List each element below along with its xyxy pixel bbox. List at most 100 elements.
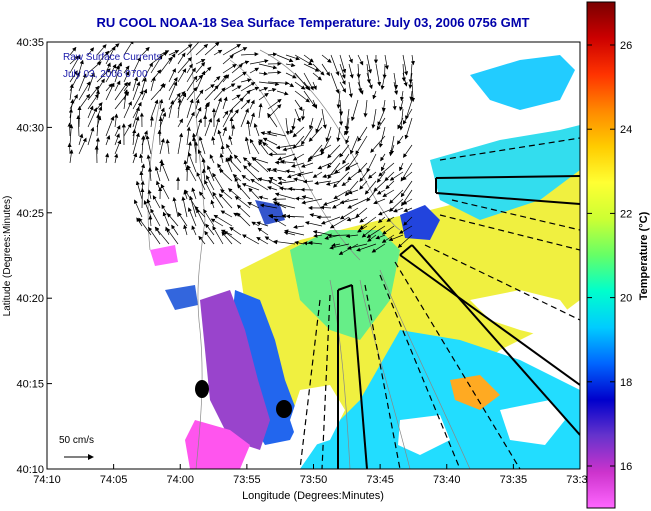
current-vector-arrow xyxy=(236,204,251,218)
current-vector-arrow xyxy=(177,132,184,155)
current-vector-arrow xyxy=(191,187,197,200)
current-vector-arrow xyxy=(336,90,341,109)
current-vector-arrow xyxy=(303,81,311,91)
current-vector-arrow xyxy=(177,44,193,56)
current-vector-arrow xyxy=(186,42,203,56)
current-vector-arrow xyxy=(141,88,148,101)
current-vector-arrow xyxy=(123,123,132,137)
current-vector-arrow xyxy=(376,117,386,131)
current-vector-arrow xyxy=(296,171,314,177)
overlay-label-date: July 03, 2006 0700 xyxy=(63,69,148,80)
current-vector-arrow xyxy=(167,212,179,227)
current-vector-arrow xyxy=(330,54,340,76)
current-vector-arrow xyxy=(213,87,226,101)
current-vector-arrow xyxy=(150,54,163,74)
current-vector-arrow xyxy=(105,116,115,137)
current-vector-arrow xyxy=(160,161,170,182)
current-vector-arrow xyxy=(166,227,179,245)
current-vector-arrow xyxy=(195,106,202,119)
current-vector-arrow xyxy=(377,207,395,216)
current-vector-arrow xyxy=(78,137,87,155)
radar-sectors xyxy=(299,137,580,469)
current-vector-arrow xyxy=(96,113,101,137)
current-vector-arrow xyxy=(348,81,353,98)
colorbar-tick-label: 18 xyxy=(620,377,632,389)
current-vector-arrow xyxy=(262,142,278,155)
current-vector-arrow xyxy=(195,74,203,83)
current-vector-arrow xyxy=(359,180,368,190)
current-vector-arrow xyxy=(339,63,346,79)
current-vector-arrow xyxy=(195,118,203,137)
current-vector-arrow xyxy=(266,130,287,137)
current-vector-arrow xyxy=(348,54,353,64)
colorbar-tick-label: 24 xyxy=(620,124,632,136)
x-tick-label: 73:50 xyxy=(300,474,328,486)
current-vector-arrow xyxy=(378,162,395,177)
current-vector-arrow xyxy=(381,234,395,243)
sector-dashed-line-5 xyxy=(379,274,461,469)
current-vector-arrow xyxy=(384,54,389,70)
current-vector-arrow xyxy=(312,72,322,81)
current-vector-arrow xyxy=(212,225,224,245)
current-vector-arrow xyxy=(217,129,224,146)
current-vector-arrow xyxy=(168,77,178,92)
current-vector-arrow xyxy=(204,42,220,56)
current-vector-arrow xyxy=(292,135,305,149)
current-vector-arrow xyxy=(312,63,325,76)
current-vector-arrow xyxy=(154,226,170,245)
current-vector-arrow xyxy=(280,159,296,164)
current-vector-arrow xyxy=(366,72,373,90)
current-vector-arrow xyxy=(274,192,296,200)
current-vector-arrow xyxy=(359,171,368,183)
current-vector-arrow xyxy=(249,99,255,110)
sector-solid-line-6 xyxy=(399,244,413,256)
current-vector-arrow xyxy=(355,135,368,155)
current-vector-arrow xyxy=(240,78,252,83)
current-vector-arrow xyxy=(357,126,368,142)
current-vector-arrow xyxy=(201,168,207,182)
current-vector-arrow xyxy=(284,229,305,236)
current-vector-arrow xyxy=(292,153,305,161)
x-tick-label: 73:35 xyxy=(500,474,528,486)
current-vector-arrow xyxy=(285,214,305,219)
current-vector-arrow xyxy=(294,90,310,103)
y-tick-label: 40:30 xyxy=(16,122,44,134)
current-vector-arrow xyxy=(344,126,350,136)
current-vector-arrow xyxy=(313,233,323,238)
current-vector-arrow xyxy=(236,184,251,200)
current-vector-arrow xyxy=(339,144,350,158)
current-vector-arrow xyxy=(148,226,161,245)
sector-dashed-line-2 xyxy=(439,214,580,251)
current-vector-arrow xyxy=(138,217,152,236)
current-vector-arrow xyxy=(204,117,213,137)
current-vector-arrow xyxy=(105,45,116,65)
current-vector-arrow xyxy=(207,165,215,182)
current-vector-arrow xyxy=(403,207,413,212)
contour-line-6 xyxy=(147,99,161,251)
current-vector-arrow xyxy=(195,43,209,56)
current-vector-arrow xyxy=(312,99,318,109)
current-vector-arrow xyxy=(257,177,269,182)
current-vector-arrow xyxy=(165,139,170,155)
x-tick-label: 74:00 xyxy=(166,474,194,486)
current-vector-arrow xyxy=(329,243,350,250)
current-vector-arrow xyxy=(177,118,183,128)
current-vector-arrow xyxy=(105,152,110,164)
current-vector-arrow xyxy=(249,86,260,92)
current-vector-arrow xyxy=(69,149,74,164)
current-vector-arrow xyxy=(371,108,377,129)
current-vector-arrow xyxy=(341,180,350,186)
current-vector-arrow xyxy=(244,136,251,155)
current-vector-arrow xyxy=(114,113,119,128)
current-vector-arrow xyxy=(241,174,251,182)
sst-patch-purple-coast xyxy=(200,290,270,450)
current-vector-arrow xyxy=(78,73,87,92)
current-vector-arrow xyxy=(159,98,164,110)
current-vector-arrow xyxy=(206,175,215,191)
current-vector-arrow xyxy=(339,72,346,86)
current-vector-arrow xyxy=(87,107,98,128)
current-vector-arrow xyxy=(149,116,154,128)
current-vector-arrow xyxy=(285,169,296,174)
current-vector-arrow xyxy=(96,68,111,83)
current-vector-arrow xyxy=(357,225,368,233)
